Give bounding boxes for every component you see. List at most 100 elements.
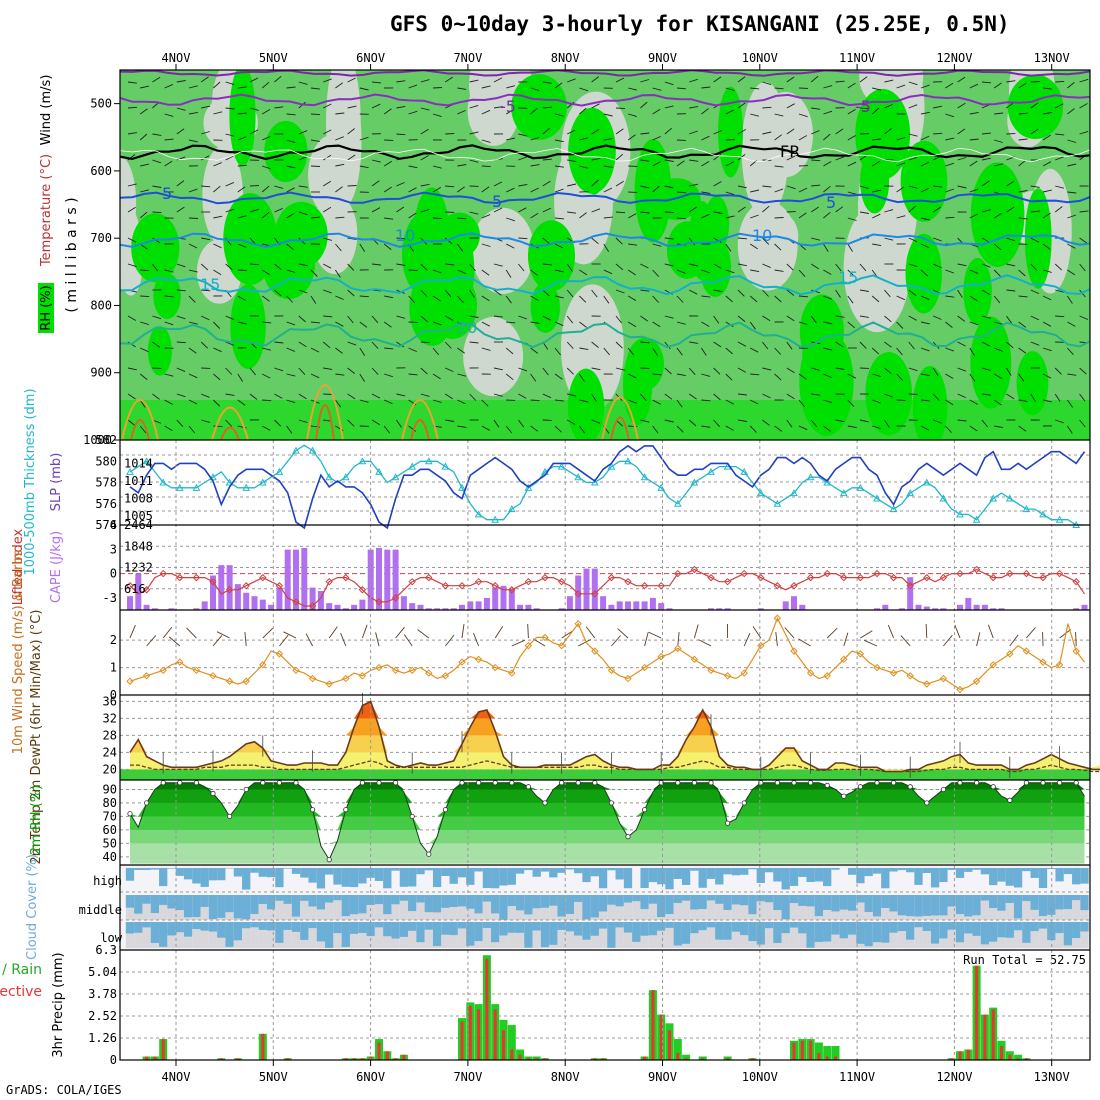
wind-barb	[176, 393, 186, 398]
wind-barb	[359, 165, 369, 169]
wind-barb	[200, 76, 209, 83]
wind-barb	[1018, 217, 1028, 220]
wind-barb	[554, 321, 564, 327]
wind-barb	[127, 81, 137, 84]
wind-barb	[445, 419, 455, 422]
rh-pattern	[120, 70, 1090, 440]
wind-barb	[896, 399, 906, 402]
wind-barb	[689, 341, 699, 344]
wind-speed-point	[806, 669, 815, 677]
cloud-cell-bg	[266, 922, 276, 948]
cloud-cell	[740, 895, 749, 906]
cloud-cell-bg	[1080, 922, 1089, 948]
wind-barb	[920, 135, 930, 141]
wind-barb	[591, 179, 599, 187]
wind-barb	[627, 295, 637, 301]
cloud-cell	[773, 922, 782, 944]
lifted-index-point	[757, 573, 765, 582]
thickness-point	[922, 478, 931, 486]
wind-speed-point	[624, 674, 632, 683]
wind-barb	[725, 191, 735, 196]
wind-barb	[749, 425, 757, 433]
cloud-cell	[889, 868, 898, 872]
wind-barb	[579, 347, 589, 351]
cloud-cell	[930, 895, 940, 916]
wind-barb	[920, 243, 930, 249]
cloud-cell	[574, 868, 583, 874]
surface-wind-barb	[611, 635, 621, 647]
wind-barb	[981, 81, 992, 84]
cloud-cell-bg	[358, 922, 367, 948]
wind-barb	[481, 243, 491, 247]
cloud-cell	[665, 868, 674, 890]
cloud-cell	[740, 868, 749, 875]
cloud-cell	[374, 895, 384, 905]
surface-wind-barb	[461, 624, 465, 639]
thickness-point	[823, 478, 832, 486]
wind-barb	[566, 315, 574, 324]
wind-barb	[530, 137, 540, 141]
panel-ylabel: 2m RH (%)	[29, 785, 44, 856]
wind-barb	[201, 105, 211, 109]
cloud-cell	[565, 895, 575, 914]
wind-barb	[628, 113, 638, 117]
wind-barb	[322, 341, 331, 349]
cloud-cell	[424, 895, 433, 913]
cloud-level-label: high	[93, 874, 122, 888]
cloud-cell	[681, 868, 691, 885]
wind-barb	[542, 237, 550, 245]
rh-moist-patch	[970, 316, 1012, 409]
precip-total-bar	[814, 1042, 823, 1060]
cloud-cell	[964, 868, 973, 872]
wind-barb	[1079, 210, 1089, 213]
wind-barb	[920, 321, 930, 325]
wind-barb	[872, 243, 882, 247]
wind-barb	[335, 82, 343, 89]
wind-barb	[786, 393, 795, 400]
thickness-point	[175, 483, 184, 491]
cape-bar	[259, 599, 266, 610]
contour-20	[120, 321, 1090, 349]
cloud-cell	[947, 922, 956, 930]
rh-moist-patch	[970, 162, 1025, 267]
wind-barb	[798, 113, 808, 118]
wind-barb	[798, 399, 806, 408]
cloud-cell	[706, 868, 716, 879]
wind-barb	[213, 399, 221, 407]
temp-tick-label: 20	[103, 762, 117, 776]
cloud-cell	[142, 868, 151, 870]
wind-barb	[981, 132, 992, 135]
wind-barb	[261, 81, 270, 89]
thickness-line	[129, 444, 1085, 526]
cloud-cell	[615, 922, 624, 928]
run-total-label: Run Total = 52.75	[963, 953, 1086, 967]
lifted-index-point	[474, 577, 483, 586]
thickness-point	[607, 462, 616, 470]
contour-10	[120, 232, 1090, 249]
cloud-cell-bg	[308, 922, 317, 948]
rh-point	[376, 780, 382, 786]
wind-barb	[310, 165, 321, 167]
rh-point	[592, 780, 598, 786]
wind-barb	[322, 129, 332, 135]
wind-barb	[627, 213, 637, 219]
cloud-cell-bg	[549, 895, 558, 920]
wind-barb	[127, 393, 136, 400]
wind-barb	[945, 399, 954, 406]
cloud-cell	[217, 922, 226, 938]
wind-barb	[420, 393, 430, 397]
thickness-point	[126, 467, 134, 475]
thickness-point	[1022, 505, 1031, 513]
wind-barb	[1055, 156, 1064, 161]
rh-point	[675, 780, 681, 786]
wind-barb	[481, 295, 490, 302]
wind-barb	[188, 295, 196, 303]
wind-barb	[652, 185, 660, 193]
cloud-cell	[590, 895, 599, 918]
wind-barb	[139, 425, 147, 434]
wind-barb	[579, 373, 585, 382]
cloud-cell	[1005, 895, 1014, 903]
cloud-cell-bg	[349, 922, 359, 948]
lifted-index-point	[1039, 573, 1047, 582]
wind-barb	[249, 208, 259, 213]
